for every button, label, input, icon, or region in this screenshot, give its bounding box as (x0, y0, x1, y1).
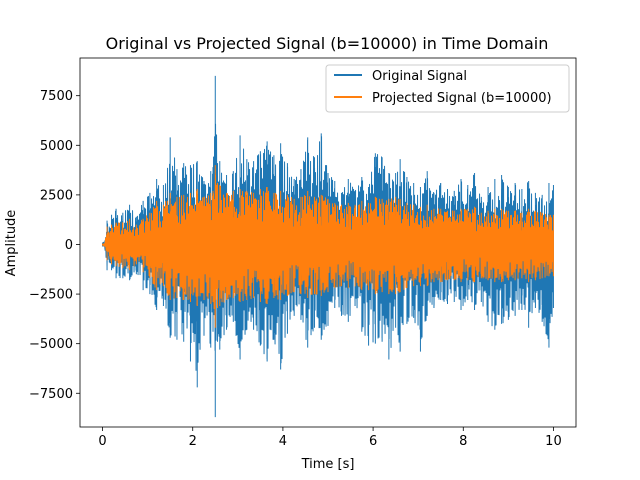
x-tick-label: 6 (369, 434, 377, 449)
x-tick-label: 8 (459, 434, 467, 449)
y-axis-label: Amplitude (4, 210, 19, 277)
legend-label-projected: Projected Signal (b=10000) (372, 91, 552, 106)
legend: Original Signal Projected Signal (b=1000… (325, 64, 570, 113)
legend-label-original: Original Signal (372, 69, 467, 84)
y-axis-ticks: −7500 −5000 −2500 0 2500 5000 7500 (29, 89, 80, 402)
legend-box (325, 64, 570, 113)
x-tick-label: 10 (545, 434, 562, 449)
x-tick-label: 4 (279, 434, 287, 449)
series-line-projected (102, 165, 554, 328)
plot-area (102, 75, 554, 418)
x-axis-label: Time [s] (301, 457, 355, 472)
y-tick-label: 2500 (40, 188, 73, 203)
x-tick-label: 2 (189, 434, 197, 449)
x-tick-label: 0 (98, 434, 106, 449)
y-tick-label: −7500 (29, 387, 73, 402)
y-tick-label: 5000 (40, 139, 73, 154)
y-tick-label: −5000 (29, 337, 73, 352)
axes-frame (79, 57, 577, 428)
y-tick-label: 0 (65, 238, 73, 253)
chart-title: Original vs Projected Signal (b=10000) i… (106, 34, 549, 53)
y-tick-label: −2500 (29, 288, 73, 303)
x-axis-ticks: 0 2 4 6 8 10 (98, 427, 562, 449)
y-tick-label: 7500 (40, 89, 73, 104)
